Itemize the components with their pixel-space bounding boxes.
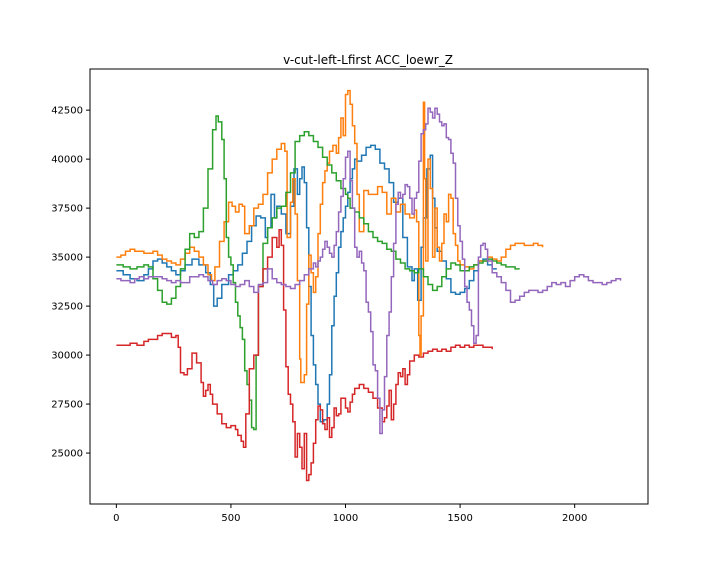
x-tick-label: 0 — [113, 513, 119, 524]
x-tick-label: 1500 — [447, 513, 472, 524]
axes: 0 500 1000 1500 2000 25000 27500 30000 32500 3500… — [51, 68, 649, 524]
y-tick-label: 40000 — [51, 155, 83, 166]
y-tick-label: 27500 — [51, 400, 83, 411]
series-line-5 — [116, 107, 622, 435]
y-tick-label: 30000 — [51, 351, 83, 362]
y-tick-label: 42500 — [51, 106, 83, 117]
series-line-2 — [116, 89, 544, 384]
chart-title: v-cut-left-Lfirst ACC_loewr_Z — [283, 53, 453, 67]
x-tick-label: 1000 — [333, 513, 358, 524]
y-tick-label: 32500 — [51, 302, 83, 313]
series-layer — [116, 89, 622, 482]
x-tick-label: 500 — [221, 513, 240, 524]
y-tick-label: 25000 — [51, 449, 83, 460]
plot-frame — [89, 68, 649, 505]
x-tick-label: 2000 — [562, 513, 587, 524]
y-tick-label: 37500 — [51, 204, 83, 215]
series-line-3 — [116, 115, 520, 431]
y-tick-label: 35000 — [51, 253, 83, 264]
series-line-4 — [116, 228, 493, 482]
